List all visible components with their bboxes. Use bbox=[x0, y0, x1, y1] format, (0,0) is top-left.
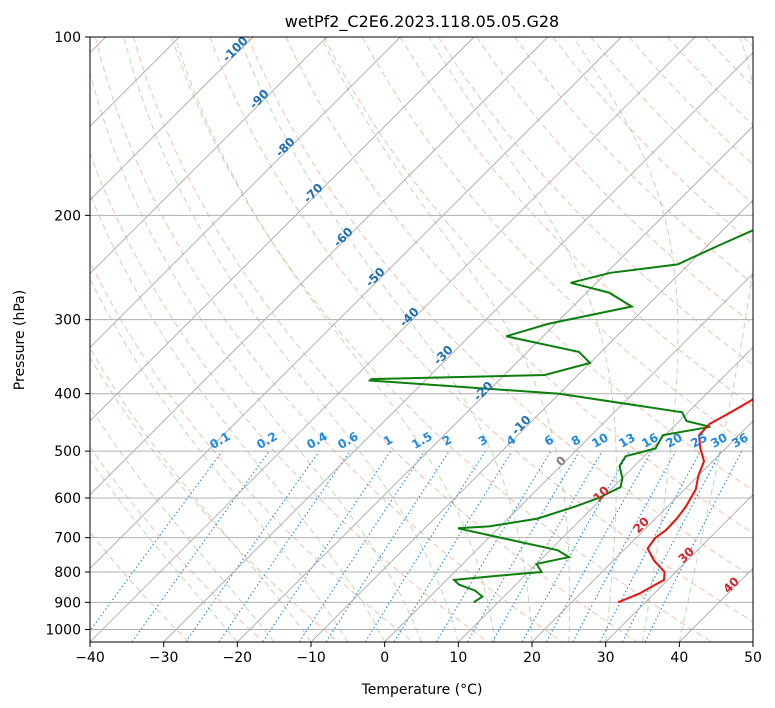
dry-adiabat-line bbox=[90, 446, 264, 642]
mixing-ratio-line bbox=[298, 450, 425, 642]
mixing-ratio-line bbox=[131, 450, 270, 642]
moist-adiabat-line bbox=[238, 37, 533, 642]
dry-adiabat-line bbox=[90, 356, 339, 642]
temperature-line bbox=[617, 397, 753, 604]
x-axis-label: Temperature (°C) bbox=[361, 682, 483, 698]
dry-adiabat-line bbox=[90, 152, 488, 642]
moist-adiabat-line bbox=[123, 37, 459, 642]
isotherm-line bbox=[90, 37, 548, 496]
dry-adiabat-line bbox=[94, 37, 563, 642]
isotherm-line bbox=[90, 37, 622, 569]
x-axis: −40 −30 −20 −10 0 10 20 30 40 50 bbox=[75, 642, 762, 666]
x-tick-label: 10 bbox=[449, 650, 467, 666]
isotherm-line bbox=[90, 37, 475, 422]
isotherm-line bbox=[605, 494, 753, 642]
isotherm-line bbox=[458, 346, 753, 642]
isotherm-line bbox=[163, 52, 753, 642]
x-tick-label: −30 bbox=[149, 650, 179, 666]
y-tick-label: 1000 bbox=[45, 622, 81, 638]
x-tick-label: 20 bbox=[523, 650, 541, 666]
mixing-ratio-line bbox=[393, 450, 513, 642]
moist-adiabat-line bbox=[572, 37, 679, 642]
mixing-ratio-line bbox=[644, 450, 743, 642]
isotherm-line bbox=[531, 420, 753, 642]
moist-adiabat-line bbox=[174, 37, 496, 642]
mixing-ratio-line bbox=[325, 450, 450, 642]
x-tick-label: 30 bbox=[597, 650, 615, 666]
isotherm-line bbox=[90, 37, 401, 348]
y-tick-label: 900 bbox=[54, 595, 81, 611]
y-axis: 100 200 300 400 500 600 700 800 900 1000 bbox=[45, 30, 90, 638]
moist-adiabat-line bbox=[678, 37, 753, 642]
x-tick-label: −20 bbox=[223, 650, 253, 666]
mixing-ratio-line bbox=[90, 450, 223, 632]
isotherm-line bbox=[90, 37, 327, 275]
dewpoint-line bbox=[367, 229, 753, 604]
isotherms bbox=[90, 37, 753, 642]
y-tick-label: 200 bbox=[54, 208, 81, 224]
x-tick-label: 50 bbox=[744, 650, 762, 666]
y-tick-label: 400 bbox=[54, 387, 81, 403]
y-axis-label: Pressure (hPa) bbox=[12, 290, 28, 390]
mixing-ratio-line bbox=[545, 450, 653, 642]
dry-adiabat-line bbox=[285, 37, 753, 535]
y-tick-label: 800 bbox=[54, 565, 81, 581]
dry-adiabat-line bbox=[171, 37, 712, 642]
dry-adiabat-line bbox=[132, 37, 638, 642]
dry-adiabat-line bbox=[323, 37, 753, 491]
y-tick-label: 700 bbox=[54, 531, 81, 547]
dry-adiabat-line bbox=[476, 37, 753, 325]
moist-adiabat-line bbox=[90, 459, 238, 642]
plot-area bbox=[90, 37, 753, 642]
y-tick-label: 100 bbox=[54, 30, 81, 46]
dry-adiabat-line bbox=[247, 37, 753, 578]
x-tick-label: 40 bbox=[670, 650, 688, 666]
moist-adiabat-line bbox=[320, 37, 571, 642]
isotherm-line bbox=[237, 125, 753, 642]
y-tick-label: 600 bbox=[54, 491, 81, 507]
moist-adiabats bbox=[90, 37, 753, 642]
x-tick-label: −10 bbox=[296, 650, 326, 666]
y-tick-label: 300 bbox=[54, 313, 81, 329]
isotherm-line bbox=[90, 37, 254, 201]
moist-adiabat-line bbox=[90, 406, 275, 642]
isotherm-line bbox=[310, 199, 753, 642]
dry-adiabat-line bbox=[209, 37, 753, 623]
dry-adiabats bbox=[90, 37, 753, 642]
mixing-ratio-line bbox=[572, 450, 677, 642]
isotherm-line bbox=[90, 37, 696, 642]
plot-frame bbox=[89, 36, 754, 643]
dry-adiabat-line bbox=[437, 37, 753, 366]
profile-lines bbox=[367, 229, 753, 604]
y-tick-label: 500 bbox=[54, 444, 81, 460]
mixing-ratio-line bbox=[218, 450, 351, 642]
mixing-ratio-line bbox=[185, 450, 320, 642]
dry-adiabat-line bbox=[514, 37, 753, 285]
moist-adiabat-line bbox=[90, 70, 422, 642]
x-tick-label: −40 bbox=[75, 650, 105, 666]
chart-title: wetPf2_C2E6.2023.118.05.05.G28 bbox=[285, 12, 559, 32]
isotherm-line bbox=[384, 273, 753, 642]
moist-adiabat-line bbox=[90, 192, 386, 642]
mixing-ratio-line bbox=[262, 450, 392, 642]
x-tick-label: 0 bbox=[380, 650, 389, 666]
mixing-ratio-lines bbox=[90, 450, 743, 642]
moist-adiabat-line bbox=[428, 37, 617, 642]
moist-adiabat-line bbox=[90, 278, 349, 642]
